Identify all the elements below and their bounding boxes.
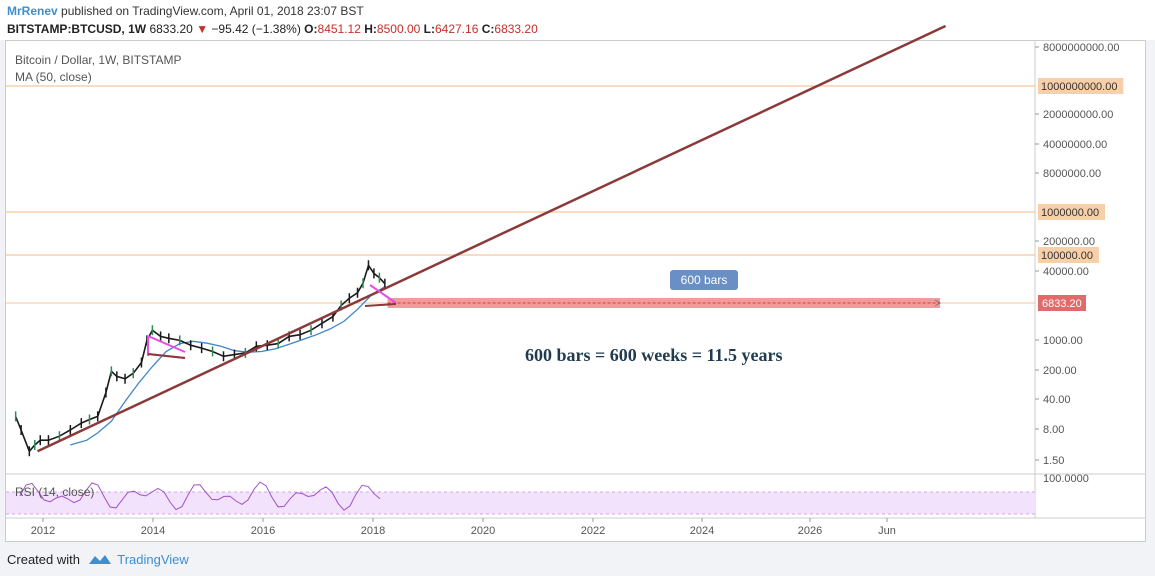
last-price: 6833.20 (149, 22, 193, 36)
published-text: published on TradingView.com, April 01, … (61, 4, 364, 18)
level-label: 1000000000.00 (1041, 81, 1117, 93)
close-value: 6833.20 (494, 22, 538, 36)
rsi-tick-label: 100.0000 (1043, 473, 1089, 485)
close-label: C: (481, 22, 495, 36)
publish-header: MrRenev published on TradingView.com, Ap… (0, 0, 1155, 40)
chart-frame[interactable] (5, 40, 1146, 542)
triangle-pattern-2018 (369, 284, 397, 304)
level-label-bg (1038, 78, 1124, 94)
x-tick-label: 2024 (690, 525, 714, 537)
footer: Created with TradingView (7, 550, 189, 567)
chart-title: Bitcoin / Dollar, 1W, BITSTAMP (15, 53, 182, 67)
x-tick-label: 2020 (471, 525, 495, 537)
chart-annotation: 600 bars = 600 weeks = 11.5 years (525, 345, 783, 365)
x-tick-label: 2012 (31, 525, 55, 537)
level-label: 1000000.00 (1041, 207, 1099, 219)
y-tick-label: 1000.00 (1043, 335, 1083, 347)
price-change: −95.42 (−1.38%) (211, 22, 301, 36)
low-label: L: (423, 22, 435, 36)
y-tick-label: 40.00 (1043, 394, 1071, 406)
triangle-support-2014 (147, 353, 186, 359)
y-tick-label: 8000000.00 (1043, 168, 1101, 180)
open-value: 8451.12 (317, 22, 361, 36)
x-tick-label: 2026 (798, 525, 822, 537)
x-tick-label: 2014 (141, 525, 165, 537)
ohlc-line: BITSTAMP:BTCUSD, 1W 6833.20 ▼ −95.42 (−1… (7, 22, 538, 36)
range-arrow-icon (934, 299, 942, 307)
x-tick-label: Jun (878, 525, 896, 537)
y-tick-label: 200.00 (1043, 365, 1077, 377)
publish-info: MrRenev published on TradingView.com, Ap… (7, 4, 364, 18)
x-tick-label: 2016 (251, 525, 275, 537)
rsi-band (6, 492, 1035, 514)
rsi-legend: RSI (14, close) (15, 485, 95, 499)
symbol: BITSTAMP:BTCUSD, 1W (7, 22, 147, 36)
current-price-label: 6833.20 (1042, 298, 1082, 310)
y-tick-label: 8000000000.00 (1043, 42, 1119, 54)
high-label: H: (364, 22, 377, 36)
y-tick-label: 200000000.00 (1043, 109, 1113, 121)
down-arrow-icon: ▼ (196, 22, 209, 36)
current-price-label-bg (1038, 295, 1086, 311)
bars-badge-label: 600 bars (681, 273, 728, 287)
triangle-support-2018 (364, 303, 397, 307)
bars-badge-bg (670, 270, 738, 290)
created-with-text: Created with (7, 552, 80, 567)
level-label-bg (1038, 204, 1105, 220)
y-tick-label: 40000.00 (1043, 266, 1089, 278)
level-label-bg (1038, 247, 1099, 263)
price-line (14, 263, 386, 453)
y-tick-label: 1.50 (1043, 455, 1064, 467)
x-tick-label: 2018 (361, 525, 385, 537)
ma-legend: MA (50, close) (15, 70, 92, 84)
rsi-line (19, 481, 381, 511)
y-tick-label: 200000.00 (1043, 236, 1095, 248)
open-label: O: (304, 22, 318, 36)
high-value: 8500.00 (376, 22, 421, 36)
level-label: 100000.00 (1041, 250, 1093, 262)
y-tick-label: 8.00 (1043, 424, 1064, 436)
ma-line (70, 285, 386, 446)
long-term-trendline (36, 24, 947, 453)
tradingview-logo-icon (88, 555, 111, 564)
x-tick-label: 2022 (581, 525, 605, 537)
author-link[interactable]: MrRenev (7, 4, 58, 18)
tradingview-link[interactable]: TradingView (117, 552, 189, 567)
low-value: 6427.16 (434, 22, 479, 36)
y-tick-label: 40000000.00 (1043, 139, 1107, 151)
